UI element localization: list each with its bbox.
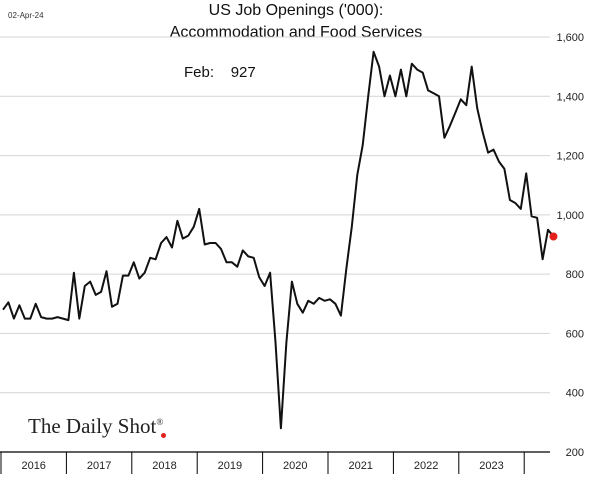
y-tick-labels: 200 400 600 800 1,000 1,200 1,400 1,600	[556, 32, 584, 459]
y-tick-label: 200	[566, 447, 584, 459]
y-tick-label: 1,200	[556, 151, 584, 163]
y-tick-label: 1,400	[556, 91, 584, 103]
x-tick-label: 2016	[21, 460, 45, 472]
x-tick-label: 2023	[479, 460, 503, 472]
x-tick-labels: 2016 2017 2018 2019 2020 2021 2022 2023	[21, 460, 503, 472]
date-stamp: 02-Apr-24	[8, 11, 44, 20]
y-tick-label: 400	[566, 388, 584, 400]
annotation-label: Feb:	[184, 64, 215, 81]
x-tick-label: 2019	[218, 460, 242, 472]
latest-value-annotation: Feb: 927	[184, 64, 256, 81]
x-tick-label: 2017	[87, 460, 111, 472]
x-tick-label: 2020	[283, 460, 307, 472]
series-line-layer	[2, 50, 558, 430]
x-axis	[0, 451, 550, 474]
x-tick-label: 2022	[414, 460, 438, 472]
y-tick-label: 800	[566, 269, 584, 281]
x-tick-label: 2018	[152, 460, 176, 472]
last-point-marker	[549, 232, 558, 241]
y-tick-label: 1,600	[556, 32, 584, 44]
chart-title-line1: US Job Openings ('000):	[208, 2, 384, 19]
logo-dot	[161, 433, 166, 438]
series-line	[2, 50, 555, 430]
y-tick-label: 600	[566, 328, 584, 340]
daily-shot-logo: The Daily Shot®	[28, 414, 163, 439]
annotation-value: 927	[230, 64, 256, 81]
logo-text: The Daily Shot	[28, 414, 157, 438]
logo-registered-mark: ®	[156, 417, 164, 427]
x-tick-label: 2021	[348, 460, 372, 472]
y-tick-label: 1,000	[556, 210, 584, 222]
